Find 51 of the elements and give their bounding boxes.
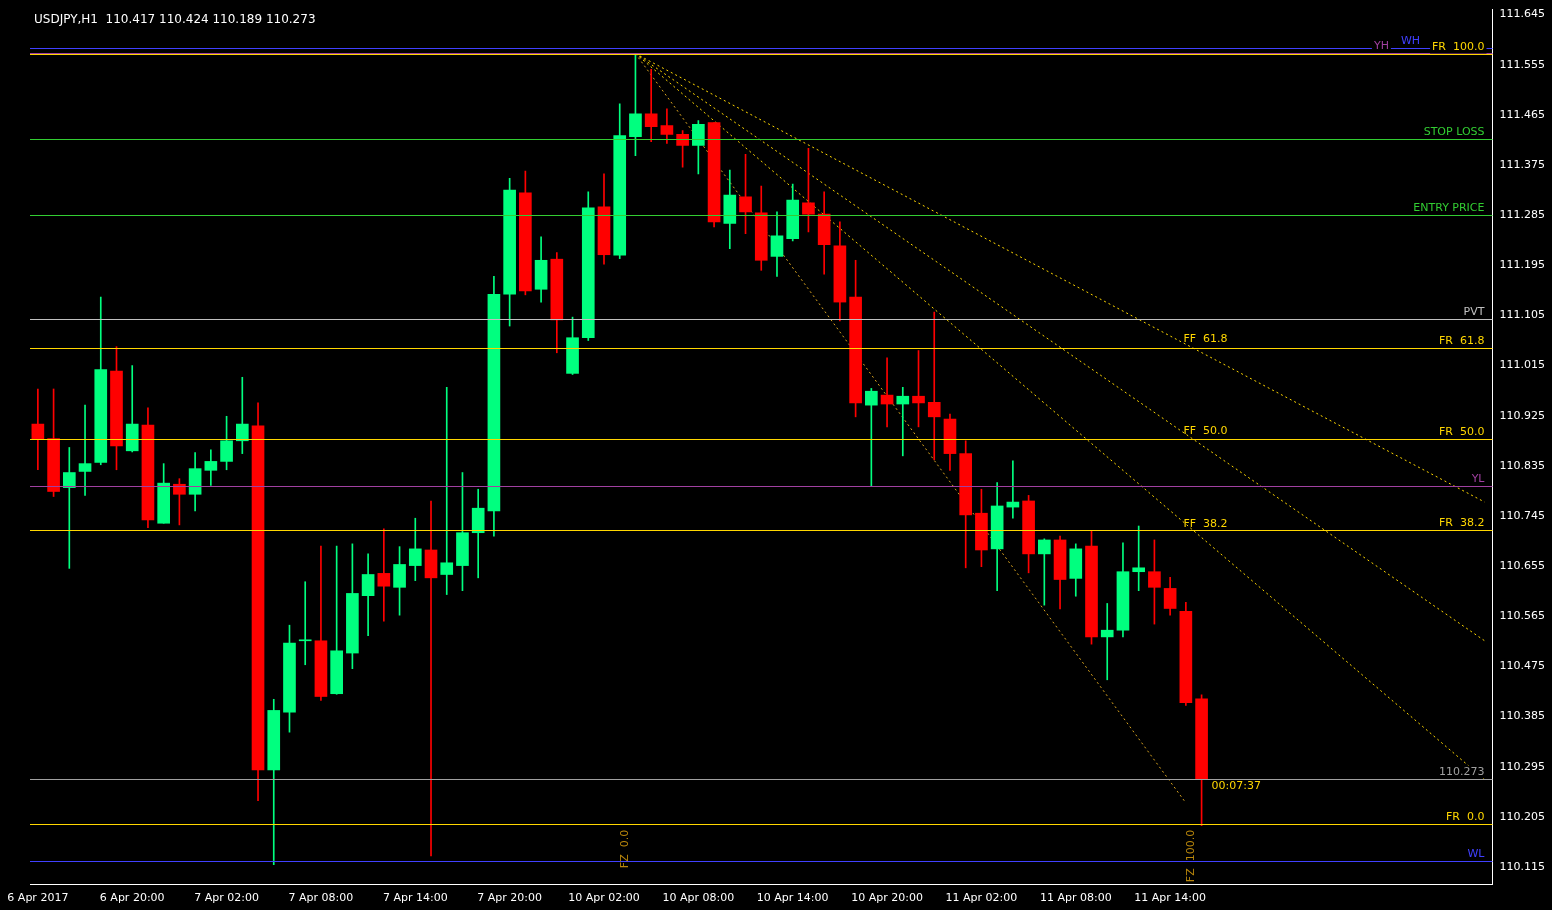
x-tick-label: 10 Apr 20:00 xyxy=(851,891,923,905)
x-tick-label: 6 Apr 20:00 xyxy=(99,891,165,905)
y-tick-label: 110.385 xyxy=(1499,709,1546,723)
series-label: FF 50.0 xyxy=(1183,424,1228,438)
chart-title: USDJPY,H1 110.417 110.424 110.189 110.273 xyxy=(34,11,316,26)
x-tick-label: 7 Apr 20:00 xyxy=(477,891,543,905)
x-tick-label: 11 Apr 08:00 xyxy=(1039,891,1112,905)
y-tick-label: 110.475 xyxy=(1499,659,1546,673)
x-tick-label: 11 Apr 02:00 xyxy=(945,891,1018,905)
y-tick-label: 110.925 xyxy=(1499,408,1546,422)
ref-line-label: YL xyxy=(1470,471,1486,485)
annotation: FZ 100.0 xyxy=(1184,829,1198,883)
x-tick-label: 11 Apr 14:00 xyxy=(1134,891,1206,905)
y-tick-label: 111.645 xyxy=(1499,7,1546,21)
y-tick-label: 111.285 xyxy=(1499,208,1546,222)
x-tick-label: 10 Apr 08:00 xyxy=(662,891,735,905)
x-tick-label: 7 Apr 08:00 xyxy=(288,891,354,905)
y-tick-label: 110.205 xyxy=(1499,809,1546,823)
x-tick-label: 7 Apr 02:00 xyxy=(194,891,259,905)
y-tick-label: 111.465 xyxy=(1499,107,1546,121)
y-tick-label: 110.835 xyxy=(1499,458,1546,472)
y-tick-label: 110.295 xyxy=(1499,759,1546,773)
x-tick-label: 10 Apr 02:00 xyxy=(568,891,640,905)
ref-line-label: FR 100.0 xyxy=(1432,39,1485,53)
x-tick-label: 7 Apr 14:00 xyxy=(382,891,448,905)
ref-line-label: YH xyxy=(1372,38,1389,52)
ref-line-label: PVT xyxy=(1463,304,1485,318)
ref-line-label: WH xyxy=(1400,33,1421,47)
ref-line-label: ENTRY PRICE xyxy=(1413,200,1485,214)
y-tick-label: 111.375 xyxy=(1499,157,1546,171)
x-tick-label: 10 Apr 14:00 xyxy=(756,891,829,905)
y-tick-label: 110.565 xyxy=(1499,609,1546,623)
y-tick-label: 110.115 xyxy=(1499,859,1546,873)
annotation: 00:07:37 xyxy=(1211,779,1261,793)
x-tick-label: 6 Apr 2017 xyxy=(7,891,69,905)
annotation: FZ 0.0 xyxy=(618,829,632,869)
y-tick-label: 110.745 xyxy=(1499,508,1546,522)
ref-line-label: FR 0.0 xyxy=(1446,809,1485,823)
ref-line-label: STOP LOSS xyxy=(1423,124,1485,138)
y-tick-label: 111.015 xyxy=(1499,358,1546,372)
ref-line-label: FR 61.8 xyxy=(1439,333,1485,347)
y-tick-label: 111.195 xyxy=(1499,258,1546,272)
series-label: FF 61.8 xyxy=(1183,331,1228,345)
ref-line-label: 110.273 xyxy=(1439,764,1485,778)
ref-line-label: FR 38.2 xyxy=(1439,515,1485,529)
ref-line-label: WL xyxy=(1467,846,1486,860)
ref-line-label: FR 50.0 xyxy=(1439,424,1485,438)
y-tick-label: 110.655 xyxy=(1499,559,1546,572)
y-tick-label: 111.555 xyxy=(1499,57,1546,71)
y-tick-label: 111.105 xyxy=(1499,308,1546,322)
series-label: FF 38.2 xyxy=(1183,516,1228,530)
